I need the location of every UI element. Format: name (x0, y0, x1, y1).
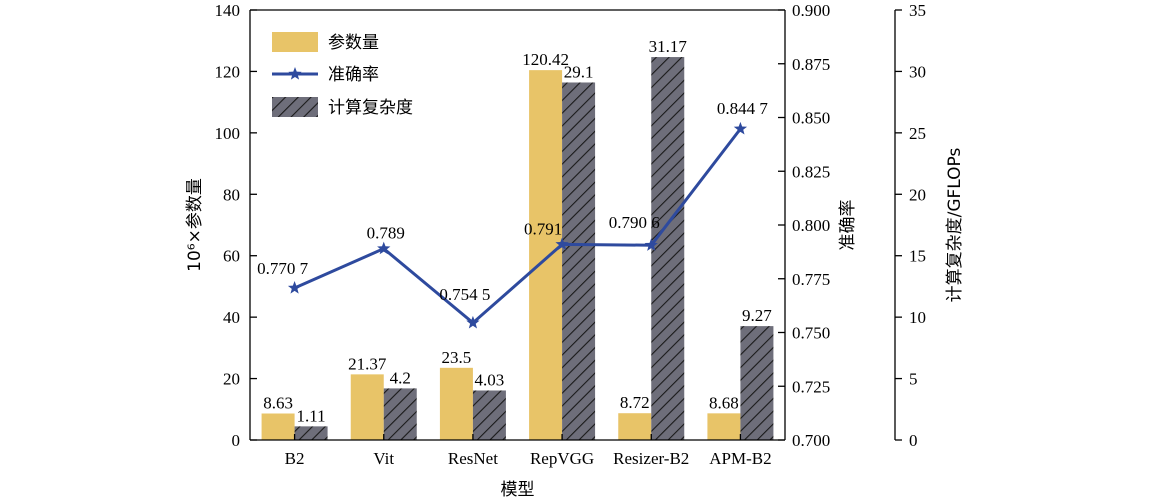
left-tick-label: 80 (223, 185, 240, 204)
bar-complexity-Vit (383, 388, 417, 440)
accuracy-marker-B2 (287, 280, 302, 294)
left-tick-label: 140 (215, 1, 241, 20)
bar-params-B2 (261, 413, 295, 440)
bar-complexity-Resizer-B2 (651, 57, 685, 440)
legend-swatch-complexity (272, 97, 318, 117)
accuracy-marker-ResNet (466, 315, 480, 329)
x-tick-label-Vit: Vit (373, 449, 394, 468)
label-accuracy-Vit: 0.789 (367, 224, 405, 243)
legend-label-complexity: 计算复杂度 (328, 98, 413, 118)
right-tick-label: 0.850 (792, 109, 830, 128)
outer-right-axis-title: 计算复杂度/GFLOPs (945, 147, 965, 302)
left-tick-label: 100 (215, 124, 241, 143)
label-complexity-B2: 1.11 (297, 406, 326, 425)
legend-swatch-accuracy-star (288, 67, 302, 80)
bar-complexity-RepVGG (562, 82, 596, 440)
left-tick-label: 40 (223, 308, 240, 327)
accuracy-marker-Resizer-B2 (644, 238, 658, 251)
bar-complexity-ResNet (472, 390, 506, 440)
accuracy-marker-APM-B2 (733, 121, 748, 135)
bar-params-Resizer-B2 (618, 413, 652, 440)
left-tick-label: 120 (215, 62, 241, 81)
bar-params-Vit (350, 374, 384, 440)
axes-layer: 0204060801001201400.7000.7250.7500.7750.… (185, 1, 965, 500)
label-params-Vit: 21.37 (348, 354, 387, 373)
label-accuracy-B2: 0.770 7 (257, 259, 309, 278)
outer-tick-label: 25 (909, 124, 926, 143)
right-tick-label: 0.900 (792, 1, 830, 20)
right-tick-label: 0.775 (792, 270, 830, 289)
right-tick-label: 0.800 (792, 216, 830, 235)
label-params-RepVGG: 120.42 (522, 50, 569, 69)
right-axis-title: 准确率 (838, 200, 858, 251)
bar-complexity-B2 (294, 426, 328, 440)
label-complexity-Resizer-B2: 31.17 (649, 37, 688, 56)
x-axis-title: 模型 (501, 480, 535, 500)
label-accuracy-APM-B2: 0.844 7 (717, 99, 769, 118)
label-params-APM-B2: 8.68 (709, 393, 739, 412)
right-tick-label: 0.875 (792, 55, 830, 74)
accuracy-marker-Vit (377, 241, 391, 255)
bar-params-RepVGG (529, 70, 563, 440)
label-params-ResNet: 23.5 (442, 348, 472, 367)
outer-tick-label: 30 (909, 62, 926, 81)
label-accuracy-ResNet: 0.754 5 (439, 285, 490, 304)
bar-complexity-APM-B2 (740, 326, 774, 440)
x-tick-label-APM-B2: APM-B2 (709, 449, 771, 468)
label-accuracy-Resizer-B2: 0.790 6 (609, 213, 660, 232)
bar-params-APM-B2 (707, 413, 741, 440)
right-tick-label: 0.725 (792, 377, 830, 396)
label-params-B2: 8.63 (263, 393, 293, 412)
line-layer (287, 121, 748, 329)
x-tick-label-ResNet: ResNet (448, 449, 498, 468)
left-axis-title: 10⁶×参数量 (185, 178, 205, 272)
label-complexity-Vit: 4.2 (390, 368, 411, 387)
bar-params-ResNet (439, 367, 473, 440)
legend-label-params: 参数量 (328, 33, 379, 53)
legend-label-accuracy: 准确率 (328, 65, 379, 85)
outer-tick-label: 35 (909, 1, 926, 20)
x-tick-label-Resizer-B2: Resizer-B2 (613, 449, 689, 468)
accuracy-marker-RepVGG (555, 237, 569, 251)
left-tick-label: 0 (232, 431, 241, 450)
outer-tick-label: 10 (909, 308, 926, 327)
outer-tick-label: 0 (909, 431, 918, 450)
accuracy-line (293, 127, 742, 325)
right-tick-label: 0.825 (792, 162, 830, 181)
legend-swatch-params (272, 32, 318, 52)
label-accuracy-RepVGG: 0.791 (524, 219, 562, 238)
bars-layer (261, 57, 774, 440)
label-complexity-APM-B2: 9.27 (742, 306, 772, 325)
right-tick-label: 0.700 (792, 431, 830, 450)
left-tick-label: 20 (223, 370, 240, 389)
label-params-Resizer-B2: 8.72 (620, 393, 650, 412)
label-complexity-RepVGG: 29.1 (564, 62, 594, 81)
outer-tick-label: 5 (909, 370, 918, 389)
outer-tick-label: 15 (909, 247, 926, 266)
x-tick-label-RepVGG: RepVGG (530, 449, 594, 468)
right-tick-label: 0.750 (792, 324, 830, 343)
left-tick-label: 60 (223, 247, 240, 266)
outer-tick-label: 20 (909, 185, 926, 204)
x-tick-label-B2: B2 (285, 449, 305, 468)
label-complexity-ResNet: 4.03 (475, 370, 505, 389)
